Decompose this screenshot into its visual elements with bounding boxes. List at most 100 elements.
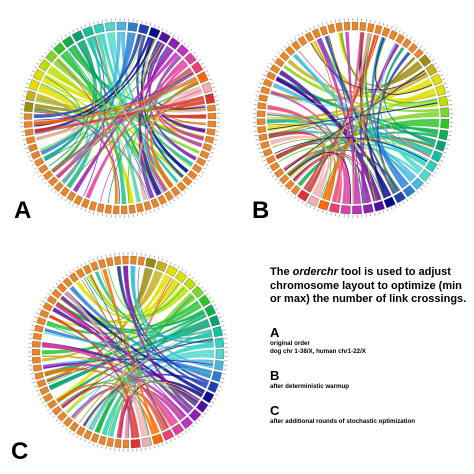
tick-mark — [157, 444, 160, 448]
tick-mark — [313, 25, 316, 29]
tick-mark — [313, 207, 316, 211]
tick-mark — [370, 19, 372, 23]
tick-mark — [76, 266, 79, 269]
tick-mark — [183, 190, 186, 194]
circos-panel-a — [10, 8, 230, 228]
link-ribbon — [61, 32, 132, 184]
dog-ideogram — [265, 155, 276, 165]
dog-ideogram — [262, 78, 273, 88]
human-ideogram — [82, 26, 94, 38]
tick-mark — [378, 21, 380, 25]
tick-mark — [184, 270, 187, 274]
tick-mark — [283, 187, 287, 191]
tick-mark — [188, 273, 191, 277]
human-ideogram — [440, 107, 450, 118]
tick-mark — [34, 167, 37, 170]
tick-mark — [84, 24, 87, 28]
tick-mark — [271, 174, 275, 177]
tick-mark — [57, 39, 60, 43]
human-ideogram — [32, 68, 45, 81]
link-ribbon — [66, 36, 102, 189]
tick-mark — [69, 270, 72, 274]
link-line — [62, 338, 214, 408]
tick-mark — [294, 36, 297, 40]
tick-mark — [297, 198, 300, 202]
dog-ideogram — [182, 175, 193, 186]
dog-ideogram — [25, 136, 36, 145]
link-line — [107, 296, 195, 436]
link-line — [116, 278, 174, 438]
human-ideogram — [435, 140, 447, 152]
tick-mark — [36, 62, 40, 65]
link-line — [290, 140, 431, 179]
dog-ideogram — [28, 143, 38, 152]
dog-ideogram — [122, 439, 129, 449]
dog-ideogram — [258, 94, 268, 102]
tick-mark — [394, 205, 397, 209]
tick-mark — [269, 62, 273, 65]
link-ribbon — [36, 85, 201, 141]
dog-ideogram — [51, 405, 63, 416]
human-ideogram — [116, 21, 127, 31]
tick-mark — [211, 300, 214, 303]
dog-ideogram — [24, 128, 34, 137]
link-line — [72, 313, 206, 418]
human-ideogram — [180, 416, 194, 429]
link-line — [40, 35, 144, 151]
tick-mark — [21, 135, 25, 137]
tick-mark — [165, 203, 168, 207]
human-ideogram — [438, 95, 449, 107]
tick-mark — [220, 320, 224, 323]
tick-mark — [169, 439, 172, 443]
tick-mark — [280, 48, 284, 52]
tick-mark — [64, 198, 67, 202]
dog-ideogram — [39, 386, 50, 396]
tick-mark — [149, 210, 152, 214]
tick-mark — [44, 296, 48, 299]
dog-ideogram — [34, 371, 44, 380]
link-line — [365, 33, 398, 193]
human-ideogram — [383, 196, 396, 209]
tick-mark — [181, 268, 184, 272]
tick-mark — [180, 193, 183, 197]
tick-mark — [29, 369, 33, 371]
link-line — [148, 43, 206, 126]
human-ideogram — [28, 79, 40, 91]
tick-mark — [290, 193, 293, 197]
link-line — [43, 358, 214, 369]
tick-mark — [65, 427, 68, 431]
tick-mark — [92, 258, 95, 262]
dog-ideogram — [81, 198, 90, 209]
tick-mark — [402, 201, 405, 204]
tick-mark — [447, 95, 451, 97]
tick-mark — [54, 42, 57, 46]
tick-mark — [200, 286, 204, 289]
dog-ideogram — [327, 23, 336, 34]
link-line — [67, 367, 212, 414]
tick-mark — [68, 201, 71, 204]
dog-ideogram — [32, 332, 42, 341]
dog-ideogram — [374, 24, 383, 35]
tick-mark — [24, 86, 28, 89]
tick-mark — [76, 435, 79, 438]
dog-ideogram — [304, 31, 314, 43]
tick-mark — [378, 211, 380, 215]
human-ideogram — [176, 44, 189, 57]
tick-mark — [52, 286, 56, 289]
tick-mark — [44, 405, 48, 408]
tick-mark — [161, 442, 164, 446]
tick-mark — [61, 196, 64, 200]
tick-mark — [49, 412, 53, 415]
link-ribbon — [138, 91, 203, 201]
panel-label-b: B — [252, 197, 270, 224]
link-ribbons — [41, 265, 215, 439]
dog-ideogram — [176, 181, 187, 192]
tick-mark — [203, 412, 207, 415]
dog-ideogram — [30, 150, 41, 160]
link-line — [267, 102, 438, 130]
tick-mark — [27, 155, 31, 158]
tick-mark — [173, 198, 176, 202]
tick-mark — [447, 139, 451, 141]
link-line — [288, 152, 351, 204]
tick-mark — [173, 34, 176, 38]
